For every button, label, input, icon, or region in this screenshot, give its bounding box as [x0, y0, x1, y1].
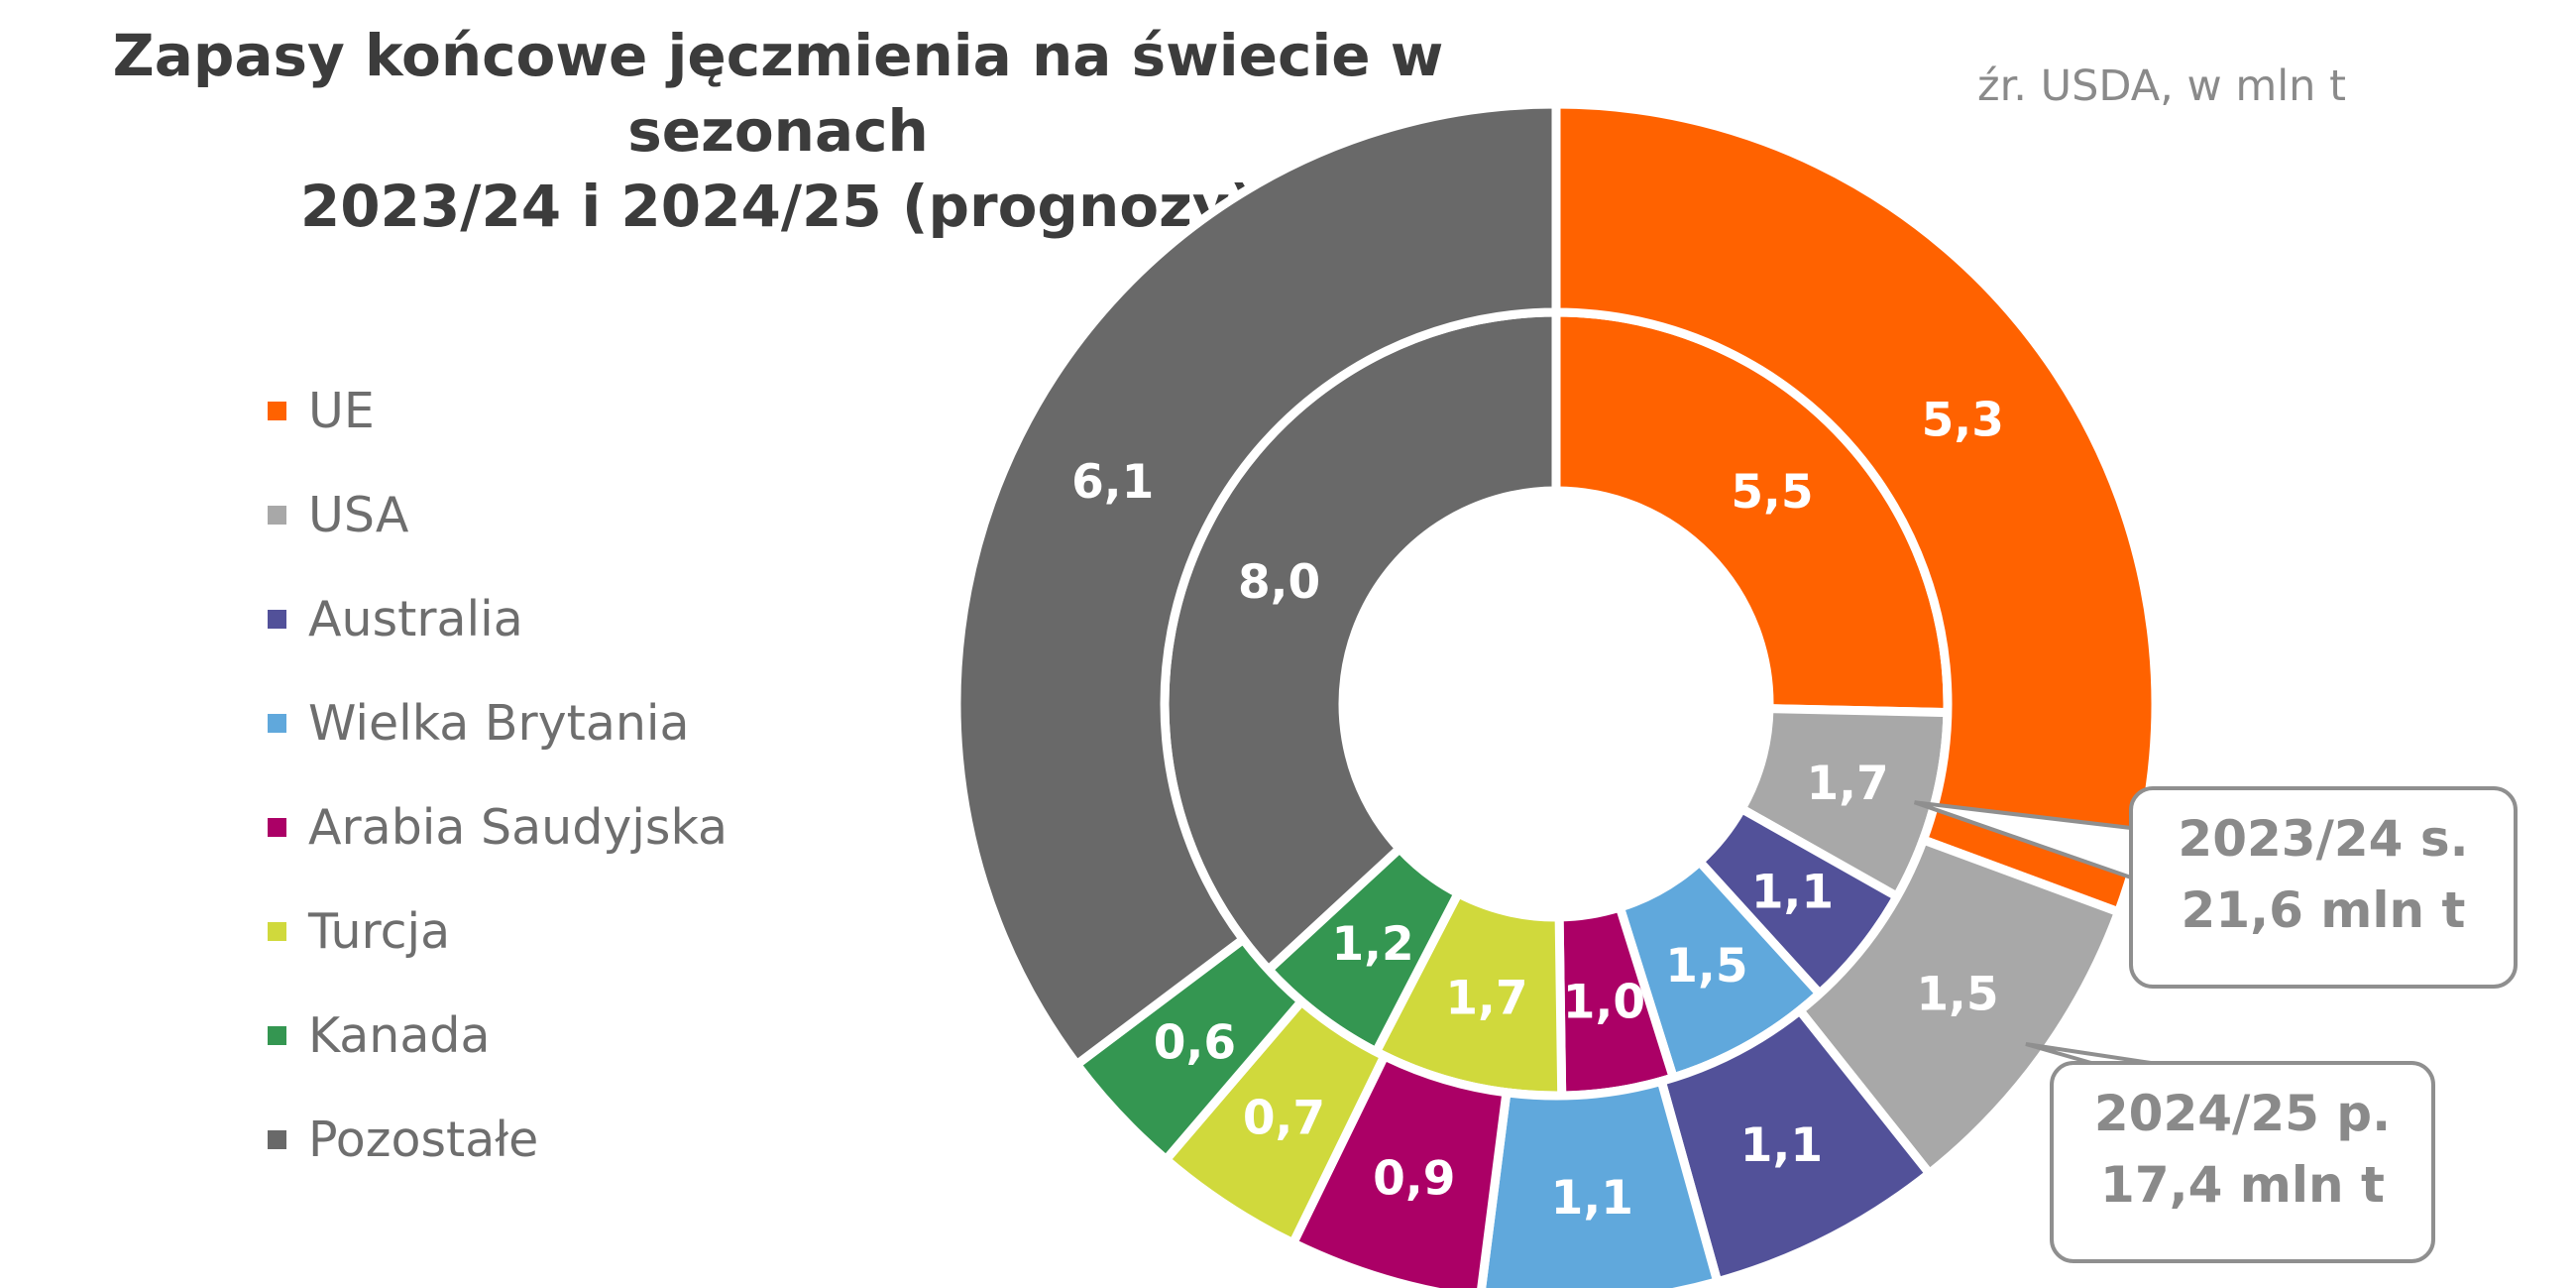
inner-ring-value-label-australia: 1,1: [1751, 866, 1834, 920]
outer-callout-line-1: 2024/25 p.: [2094, 1085, 2391, 1142]
legend-swatch-ue: [268, 402, 286, 420]
legend-swatch-kanada: [268, 1026, 286, 1045]
inner-ring-value-label-pozostale: 8,0: [1238, 555, 1320, 610]
outer-ring-value-label-turcja: 0,7: [1243, 1091, 1325, 1145]
legend-item-usa: USA: [268, 463, 728, 567]
inner-callout-line-1: 2023/24 s.: [2178, 810, 2468, 868]
legend-label-wielka-brytania: Wielka Brytania: [308, 695, 690, 752]
chart-legend: UE USA Australia Wielka Brytania Arabia …: [268, 359, 728, 1192]
legend-label-australia: Australia: [308, 591, 523, 647]
legend-swatch-usa: [268, 506, 286, 525]
legend-swatch-pozostale: [268, 1130, 286, 1149]
legend-swatch-australia: [268, 610, 286, 629]
outer-ring-value-label-kanada: 0,6: [1154, 1016, 1236, 1071]
chart-title-line-2: 2023/24 i 2024/25 (prognozy): [299, 173, 1257, 240]
chart-title-line-1: Zapasy końcowe jęczmienia na świecie w s…: [112, 22, 1444, 165]
legend-item-turcja: Turcja: [268, 879, 728, 984]
outer-callout-box: [2050, 1061, 2435, 1263]
inner-ring-value-label-ue: 5,5: [1731, 465, 1813, 520]
legend-item-australia: Australia: [268, 567, 728, 671]
inner-ring-value-label-kanada: 1,2: [1331, 917, 1413, 972]
outer-ring-value-label-usa: 1,5: [1916, 968, 1998, 1022]
legend-label-pozostale: Pozostałe: [308, 1112, 539, 1168]
inner-ring-callout: 2023/24 s. 21,6 mln t: [1913, 786, 2518, 989]
inner-ring-value-label-arabia-saudyjska: 1,0: [1563, 976, 1645, 1030]
outer-ring-value-label-ue: 5,3: [1922, 394, 2004, 448]
outer-ring-value-label-pozostale: 6,1: [1071, 455, 1154, 510]
legend-item-wielka-brytania: Wielka Brytania: [268, 671, 728, 775]
legend-label-kanada: Kanada: [308, 1007, 491, 1064]
legend-swatch-arabia-saudyjska: [268, 818, 286, 837]
inner-callout-box: [2129, 786, 2518, 989]
outer-ring-value-label-wielka-brytania: 1,1: [1551, 1171, 1633, 1226]
legend-label-ue: UE: [308, 383, 375, 439]
chart-title: Zapasy końcowe jęczmienia na świecie w s…: [0, 18, 1556, 244]
outer-ring-slice-wielka-brytania: [1477, 1075, 1724, 1288]
legend-label-usa: USA: [308, 487, 409, 543]
legend-item-kanada: Kanada: [268, 984, 728, 1088]
legend-item-ue: UE: [268, 359, 728, 463]
outer-ring-slice-pozostale: [952, 99, 1561, 1071]
outer-callout-line-2: 17,4 mln t: [2100, 1156, 2385, 1214]
legend-item-arabia-saudyjska: Arabia Saudyjska: [268, 775, 728, 879]
inner-callout-line-2: 21,6 mln t: [2182, 881, 2466, 939]
source-note: źr. USDA, w mln t: [1977, 61, 2346, 111]
outer-ring-callout: 2024/25 p. 17,4 mln t: [2025, 1042, 2435, 1263]
outer-ring-value-label-australia: 1,1: [1740, 1118, 1823, 1173]
inner-ring-value-label-turcja: 1,7: [1445, 971, 1527, 1025]
legend-label-arabia-saudyjska: Arabia Saudyjska: [308, 799, 728, 856]
legend-item-pozostale: Pozostałe: [268, 1088, 728, 1192]
legend-swatch-wielka-brytania: [268, 714, 286, 733]
outer-ring-value-label-arabia-saudyjska: 0,9: [1373, 1152, 1455, 1207]
legend-label-turcja: Turcja: [308, 903, 451, 960]
inner-ring-value-label-wielka-brytania: 1,5: [1665, 939, 1747, 994]
legend-swatch-turcja: [268, 922, 286, 941]
inner-ring-value-label-usa: 1,7: [1806, 757, 1888, 811]
